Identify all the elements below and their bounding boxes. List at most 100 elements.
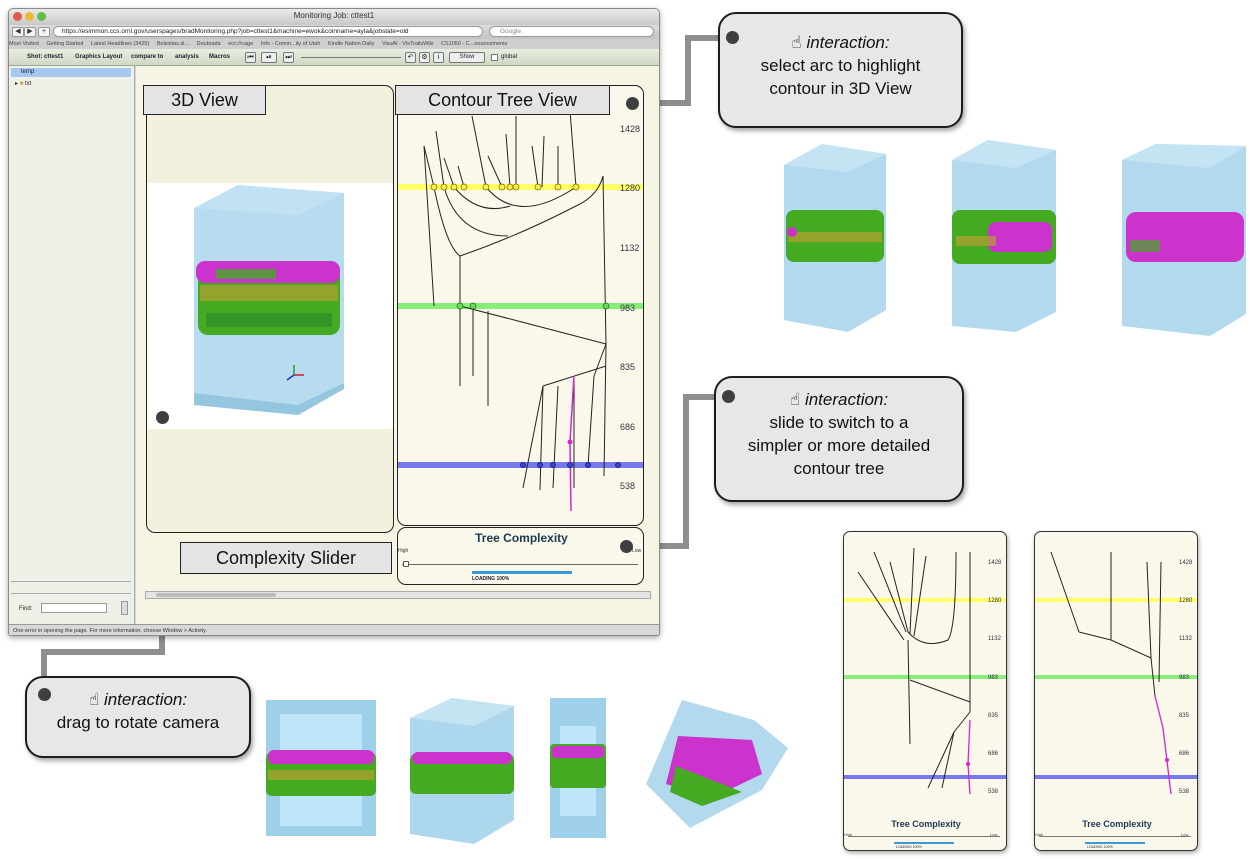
- connector-dot: [722, 390, 735, 403]
- mini-progress-bar: [1085, 842, 1145, 844]
- slider-high-label: High: [844, 832, 853, 837]
- title-bar: Monitoring Job: cttest1: [9, 9, 659, 25]
- find-input[interactable]: [41, 603, 107, 613]
- undo-icon[interactable]: ↶: [405, 52, 416, 63]
- play-pause-icon[interactable]: ⏯: [261, 52, 277, 63]
- axis-tick-label: 1132: [988, 636, 1001, 642]
- axis-tick-label: 538: [988, 789, 999, 795]
- bookmark-item[interactable]: Info - Comm...ity of Utah: [260, 41, 321, 47]
- forward-button[interactable]: ▶: [24, 27, 36, 37]
- label-complexity-slider: Complexity Slider: [180, 542, 392, 574]
- simplest-contour-tree[interactable]: [1035, 532, 1198, 817]
- contour-tree-chart[interactable]: [398, 86, 644, 526]
- axis-tick-label: 1132: [1179, 636, 1192, 642]
- axis-tick-label: 686: [1179, 751, 1190, 757]
- toolbar-macros[interactable]: Macros: [209, 54, 231, 60]
- axis-tick-label: 1428: [620, 124, 641, 134]
- callout-header: interaction:: [804, 390, 889, 409]
- callout-line: drag to rotate camera: [56, 713, 220, 732]
- bookmark-item[interactable]: Most Visited: [9, 41, 39, 47]
- callout-line: slide to switch to a: [769, 413, 909, 432]
- axis-tick-label: 538: [620, 481, 636, 491]
- horizontal-scrollbar[interactable]: [145, 591, 651, 599]
- find-stepper[interactable]: [121, 601, 128, 615]
- show-button[interactable]: Show: [449, 52, 485, 63]
- bookmark-item[interactable]: Kindle Nation Daily: [327, 41, 375, 47]
- sidebar: temp ▸ ■ txt Find:: [9, 66, 135, 624]
- scrollbar-thumb[interactable]: [156, 593, 276, 597]
- sidebar-item-txt[interactable]: ▸ ■ txt: [15, 81, 32, 87]
- sidebar-divider: [11, 593, 131, 594]
- callout-line: select arc to highlight: [760, 56, 921, 75]
- folder-icon: ■: [19, 81, 24, 87]
- axis-tick-label: 1280: [988, 598, 1002, 604]
- slider-low-label: Low: [1181, 832, 1189, 837]
- slider-low-label: Low: [632, 548, 642, 554]
- axis-tick-label: 1132: [620, 243, 640, 253]
- bookmark-item[interactable]: ecc://cage: [228, 41, 254, 47]
- mini-tree-complexity-title: Tree Complexity: [1082, 819, 1152, 829]
- connector-dot: [38, 688, 51, 701]
- rotation-examples: [266, 698, 788, 844]
- find-label: Find:: [19, 606, 33, 612]
- callout-line: contour tree: [793, 459, 885, 478]
- loading-progress-bar: [472, 571, 572, 574]
- mini-loading-status: LOADING 100%: [1087, 845, 1113, 849]
- skip-start-icon[interactable]: ⏮: [245, 52, 256, 63]
- simple-contour-tree[interactable]: [844, 532, 1007, 817]
- navigation-bar: ◀ ▶ + https://esimmon.ccs.ornl.gov/users…: [9, 25, 659, 39]
- sidebar-divider: [11, 581, 131, 582]
- global-label: global: [501, 54, 518, 60]
- toolbar-graphics-layout[interactable]: Graphics Layout: [75, 54, 123, 60]
- bookmark-item[interactable]: Bolsistas.sl...: [156, 41, 189, 47]
- axis-tick-label: 1428: [988, 560, 1002, 566]
- toolbar-compare-to[interactable]: compare to: [131, 54, 164, 60]
- axis-tick-label: 1280: [620, 183, 641, 193]
- mini-complexity-slider[interactable]: [848, 836, 1000, 837]
- hand-icon: ☝: [88, 690, 100, 709]
- timeline-slider[interactable]: [301, 57, 401, 58]
- axis-tick-label: 835: [988, 713, 999, 719]
- close-window-button[interactable]: [13, 12, 22, 21]
- settings-icon[interactable]: ⚙: [419, 52, 430, 63]
- axis-tick-label: 983: [988, 675, 999, 681]
- bookmarks-bar: Most Visited Getting Started Latest Head…: [9, 39, 659, 49]
- zoom-window-button[interactable]: [37, 12, 46, 21]
- label-3d-view: 3D View: [143, 85, 266, 115]
- sidebar-item-temp[interactable]: temp: [11, 68, 131, 77]
- add-tab-button[interactable]: +: [38, 27, 50, 37]
- global-checkbox[interactable]: [491, 54, 498, 61]
- show-button-label: Show: [459, 54, 475, 60]
- complexity-slider-handle[interactable]: [403, 561, 409, 567]
- highlight-examples: [784, 140, 1246, 336]
- complexity-slider-track[interactable]: [402, 564, 638, 565]
- url-input[interactable]: https://esimmon.ccs.ornl.gov/userspages/…: [53, 26, 483, 37]
- skip-end-icon[interactable]: ⏭: [283, 52, 294, 63]
- toolbar-analysis[interactable]: analysis: [175, 54, 199, 60]
- bookmark-item[interactable]: Latest Headlines (3425): [90, 41, 150, 47]
- info-icon[interactable]: i: [433, 52, 444, 63]
- hand-icon: ☝: [789, 390, 801, 409]
- bookmark-item[interactable]: Getting Started: [46, 41, 84, 47]
- bookmark-item[interactable]: Doubrada: [196, 41, 221, 47]
- callout-header: interaction:: [806, 33, 890, 52]
- bookmark-item[interactable]: VisuAl - VisTrailsWiki: [381, 41, 434, 47]
- mini-progress-bar: [894, 842, 954, 844]
- bookmark-item[interactable]: CS1050 - C...nouncements: [441, 41, 508, 47]
- callout-header: interaction:: [103, 690, 188, 709]
- axis-tick-label: 835: [620, 362, 636, 372]
- simplest-tree-panel: 1428 1280 1132 983 835 686 538 Tree Comp…: [1034, 531, 1198, 851]
- search-input[interactable]: Google: [489, 26, 654, 37]
- mini-complexity-slider[interactable]: [1039, 836, 1191, 837]
- label-contour-tree-view: Contour Tree View: [395, 85, 610, 115]
- callout-line: contour in 3D View: [769, 79, 912, 98]
- volume-render[interactable]: [186, 183, 356, 423]
- slider-high-label: High: [1035, 832, 1044, 837]
- toolbar-shot[interactable]: Shot: cttest1: [27, 54, 64, 60]
- sidebar-item-label: txt: [24, 81, 32, 87]
- back-button[interactable]: ◀: [12, 27, 24, 37]
- minimize-window-button[interactable]: [25, 12, 34, 21]
- tree-complexity-title: Tree Complexity: [475, 531, 568, 545]
- axis-tick-label: 1428: [1179, 560, 1193, 566]
